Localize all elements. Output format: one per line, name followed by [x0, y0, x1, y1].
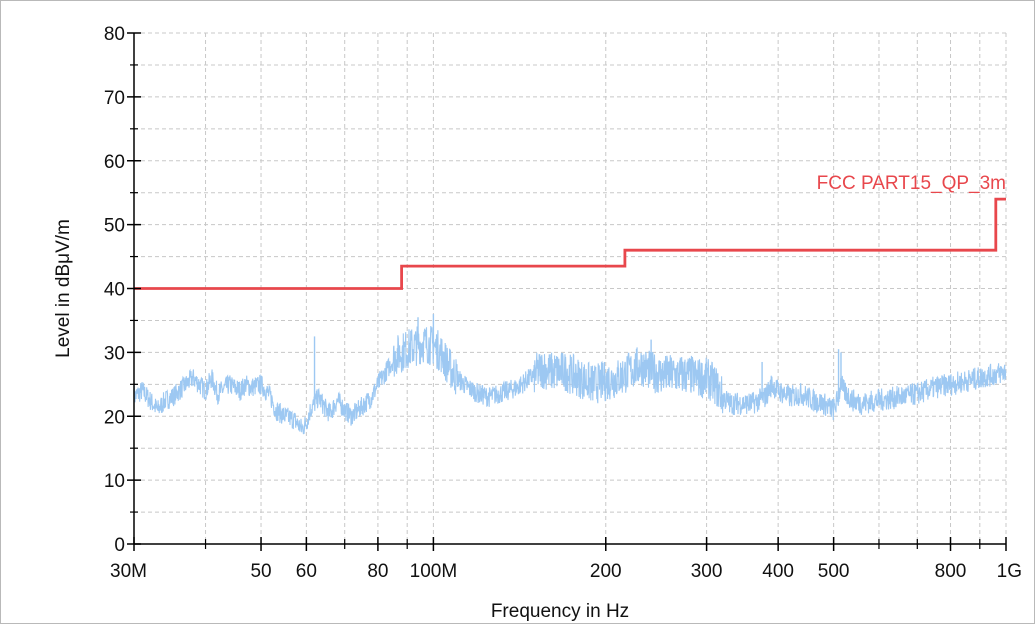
x-tick-label: 60	[296, 561, 317, 582]
x-tick-label: 300	[691, 561, 723, 582]
x-tick-label: 400	[762, 561, 794, 582]
x-tick-label: 80	[367, 561, 388, 582]
x-tick-label: 30M	[110, 561, 147, 582]
x-tick-label: 500	[818, 561, 850, 582]
x-tick-label: 800	[935, 561, 967, 582]
x-axis-title: Frequency in Hz	[491, 601, 629, 622]
x-tick-label: 50	[250, 561, 271, 582]
limit-line-label: FCC PART15_QP_3m	[817, 173, 1006, 194]
y-tick-label: 0	[114, 535, 125, 556]
limit-line	[134, 197, 1006, 290]
axes	[127, 32, 1007, 551]
y-tick-label: 30	[104, 343, 125, 364]
y-axis-title: Level in dBμV/m	[53, 219, 74, 358]
x-tick-label: 200	[590, 561, 622, 582]
y-tick-label: 50	[104, 216, 125, 237]
limit-step-line	[134, 197, 1006, 290]
measurement-trace	[133, 314, 1007, 435]
y-tick-label: 60	[104, 152, 125, 173]
y-tick-label: 20	[104, 407, 125, 428]
x-tick-label: 100M	[410, 561, 458, 582]
y-tick-label: 80	[104, 24, 125, 45]
y-tick-label: 40	[104, 280, 125, 301]
y-tick-label: 10	[104, 471, 125, 492]
measurement-line	[133, 326, 1007, 435]
y-tick-labels: 0 10 20 30 40 50 60 70 80	[104, 24, 125, 556]
x-tick-labels: 30M 50 60 80 100M 200 300 400 500 800 1G	[110, 561, 1022, 582]
y-tick-label: 70	[104, 88, 125, 109]
x-tick-label: 1G	[997, 561, 1022, 582]
